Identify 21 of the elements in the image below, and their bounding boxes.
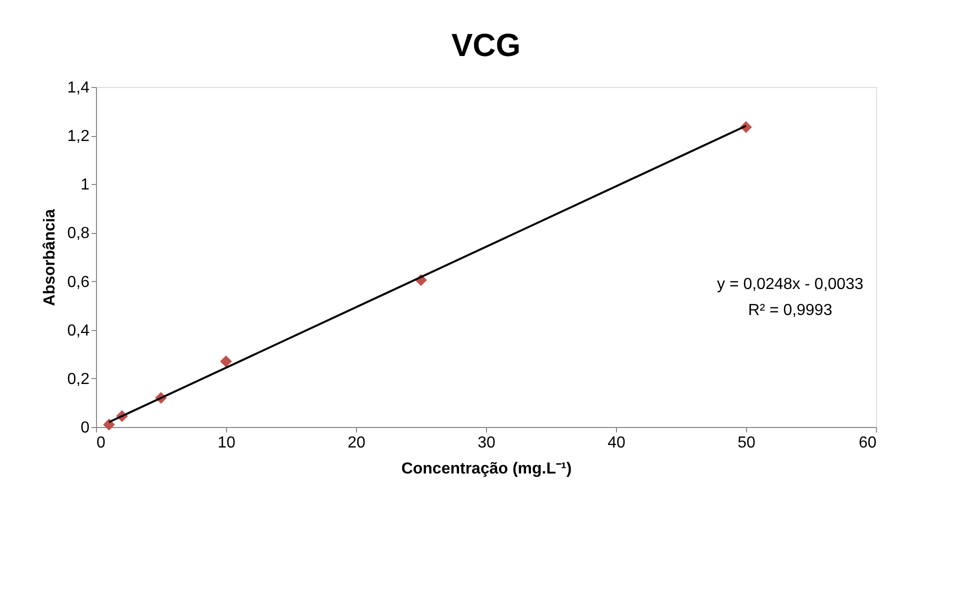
x-tick-label: 60 [858,434,877,452]
point [220,356,232,368]
x-axis-title: Concentração (mg.L⁻¹) [401,460,572,478]
x-tick-label: 0 [96,434,106,452]
y-tick-label: 0,2 [67,370,90,388]
y-tick-label: 1 [80,176,90,194]
y-tick-label: 0 [80,420,90,436]
y-axis-title: Absorbância [41,208,58,306]
x-tick-label: 30 [478,434,496,452]
y-tick-label: 1,4 [67,80,90,96]
chart-title: VCG [451,27,521,63]
annotation: R² = 0,9993 [748,302,832,320]
y-tick-label: 0,4 [67,322,90,340]
y-tick-label: 0,6 [67,274,90,291]
x-tick-label: 40 [608,434,626,452]
x-tick-label: 10 [218,434,236,452]
y-tick-label: 0,8 [67,225,90,242]
annotation: y = 0,0248x - 0,0033 [717,276,864,294]
x-tick-label: 50 [738,434,756,452]
x-tick-label: 20 [348,434,366,452]
y-tick-label: 1,2 [67,128,90,146]
